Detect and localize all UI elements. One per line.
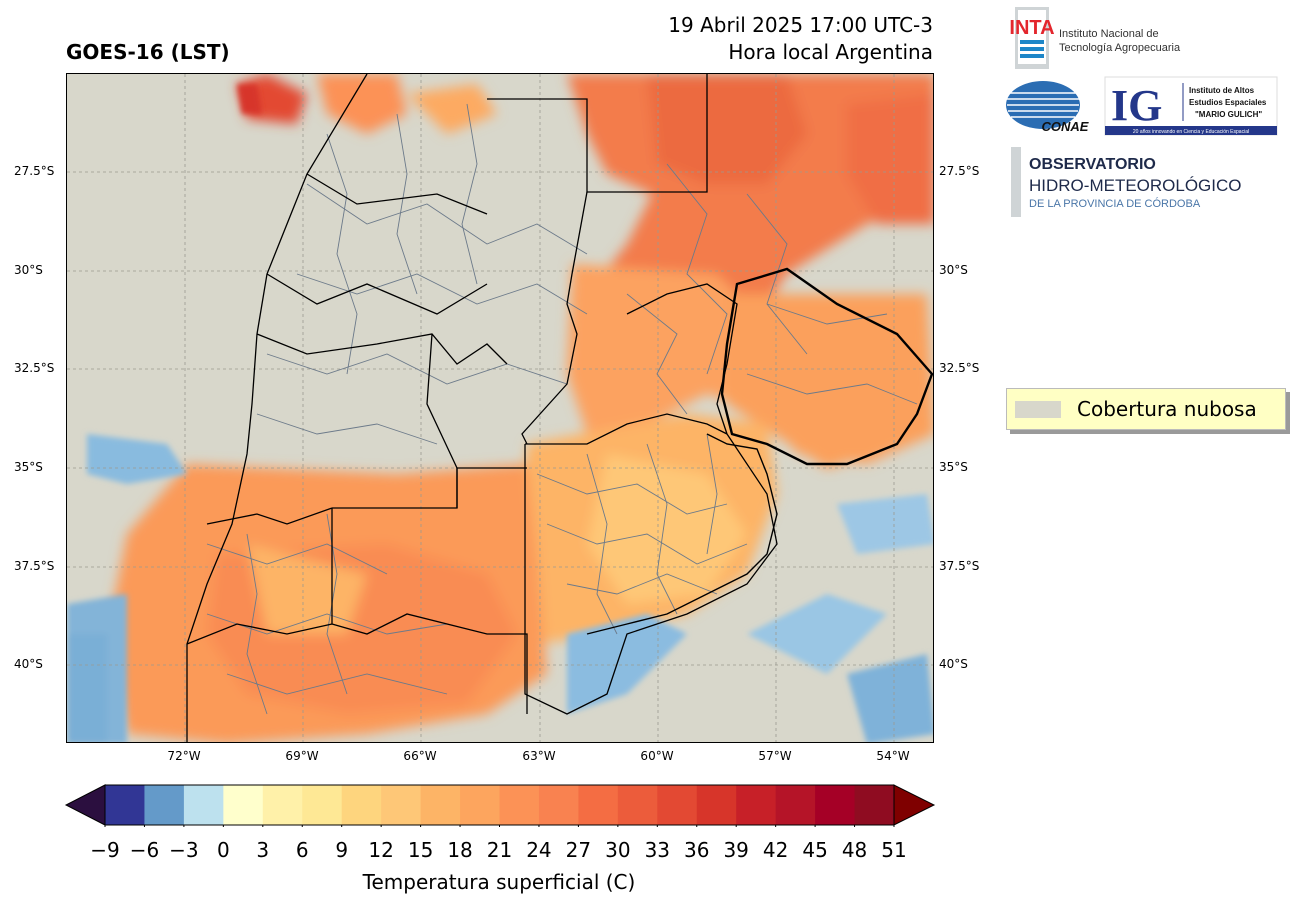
colorbar-segment [854, 785, 895, 825]
colorbar-segment [262, 785, 303, 825]
colorbar-tick-label: 48 [841, 838, 868, 862]
colorbar-tick-label: 30 [605, 838, 631, 862]
datetime-title: 19 Abril 2025 17:00 UTC-3 Hora local Arg… [668, 12, 933, 66]
lon-label: 54°W [876, 749, 910, 763]
colorbar-tick-label: 12 [368, 838, 394, 862]
colorbar-segment [341, 785, 382, 825]
colorbar-tick-label: 21 [486, 838, 513, 862]
legend: Cobertura nubosa [1006, 388, 1286, 430]
datetime-label: 19 Abril 2025 17:00 UTC-3 [668, 13, 933, 37]
lon-label: 60°W [640, 749, 674, 763]
lat-label-left: 32.5°S [14, 361, 55, 375]
conae-label: CONAE [1042, 119, 1089, 134]
inta-name: Instituto Nacional de [1059, 28, 1159, 40]
lat-label-right: 37.5°S [939, 559, 980, 573]
lat-label-right: 40°S [939, 657, 968, 671]
colorbar-tick-label: −9 [90, 838, 120, 862]
colorbar-tick-label: 39 [723, 838, 749, 862]
colorbar-segment [736, 785, 777, 825]
lat-label-right: 27.5°S [939, 164, 980, 178]
local-time-label: Hora local Argentina [728, 40, 933, 64]
lat-label-right: 32.5°S [939, 361, 980, 375]
colorbar-segment [105, 785, 145, 825]
province-boundaries [186, 74, 778, 742]
colorbar-segment [144, 785, 185, 825]
lon-label: 69°W [285, 749, 319, 763]
lat-label-right: 30°S [939, 263, 968, 277]
colorbar [64, 784, 936, 827]
lon-label: 66°W [403, 749, 437, 763]
colorbar-segment [696, 785, 737, 825]
lat-label-left: 27.5°S [14, 164, 55, 178]
uruguay-border [720, 267, 933, 466]
colorbar-tick-label: 45 [802, 838, 828, 862]
colorbar-tick-label: 6 [295, 838, 309, 862]
inta-mark: INTA [1009, 17, 1054, 39]
lon-label: 57°W [758, 749, 792, 763]
inta-logo: INTA Instituto Nacional de Tecnología Ag… [1009, 7, 1181, 69]
lon-label: 72°W [167, 749, 201, 763]
lat-label-left: 37.5°S [14, 559, 55, 573]
lat-label-left: 40°S [14, 657, 43, 671]
colorbar-segment [775, 785, 816, 825]
colorbar-tick-label: −3 [169, 838, 199, 862]
department-boundaries [206, 103, 918, 715]
lat-label-left: 30°S [14, 263, 43, 277]
colorbar-tick-label: 18 [447, 838, 473, 862]
colorbar-segment [460, 785, 500, 825]
ig-name: Instituto de Altos [1189, 86, 1255, 95]
cool-patches [67, 84, 933, 742]
conae-logo: CONAE [1006, 81, 1089, 134]
observatorio-logo: OBSERVATORIO HIDRO-METEOROLÓGICO DE LA P… [1011, 147, 1242, 217]
colorbar-segment [617, 785, 658, 825]
colorbar-label: Temperatura superficial (C) [362, 870, 636, 894]
ig-logo: IG Instituto de Altos Estudios Espaciale… [1104, 76, 1278, 136]
ig-mark: IG [1111, 81, 1162, 130]
lst-map [66, 73, 934, 743]
colorbar-segment [223, 785, 264, 825]
colorbar-tick-label: 3 [256, 838, 270, 862]
colorbar-tick-label: 24 [526, 838, 552, 862]
colorbar-under-arrow [64, 784, 106, 826]
lat-label-left: 35°S [14, 460, 43, 474]
graticule [67, 74, 933, 742]
colorbar-segment [381, 785, 422, 825]
colorbar-tick-label: −6 [129, 838, 160, 862]
map-canvas [67, 74, 933, 742]
colorbar-tick-label: 0 [216, 838, 230, 862]
colorbar-segment [420, 785, 461, 825]
colorbar-tick-label: 27 [565, 838, 592, 862]
colorbar-segment [657, 785, 698, 825]
obs-line-1: OBSERVATORIO [1029, 156, 1156, 173]
colorbar-segment [815, 785, 856, 825]
ig-name: "MARIO GULICH" [1195, 110, 1262, 119]
cloud-cover-swatch [1015, 400, 1061, 418]
colorbar-segment [183, 785, 224, 825]
obs-line-2: HIDRO-METEOROLÓGICO [1029, 176, 1242, 195]
legend-label: Cobertura nubosa [1077, 397, 1257, 421]
colorbar-segment [538, 785, 579, 825]
coastline [586, 433, 778, 635]
obs-line-3: DE LA PROVINCIA DE CÓRDOBA [1029, 197, 1201, 210]
lst-field [107, 74, 933, 742]
product-title: GOES-16 (LST) [66, 40, 230, 64]
colorbar-segment [578, 785, 619, 825]
inta-name: Tecnología Agropecuaria [1059, 42, 1181, 54]
institution-logos: INTA Instituto Nacional de Tecnología Ag… [1006, 7, 1278, 217]
colorbar-tick-label: 33 [644, 838, 671, 862]
colorbar-tick-label: 36 [684, 838, 710, 862]
colorbar-tick-label: 9 [335, 838, 349, 862]
colorbar-tick-label: 42 [762, 838, 789, 862]
colorbar-tick-label: 15 [407, 838, 434, 862]
colorbar-over-arrow [893, 784, 936, 826]
ig-tagline: 20 años innovando en Ciencia y Educación… [1133, 129, 1249, 135]
colorbar-tick-label: 51 [881, 838, 907, 862]
colorbar-segment [302, 785, 343, 825]
ig-name: Estudios Espaciales [1189, 98, 1267, 107]
colorbar-segment [499, 785, 540, 825]
lat-label-right: 35°S [939, 460, 968, 474]
lon-label: 63°W [522, 749, 556, 763]
